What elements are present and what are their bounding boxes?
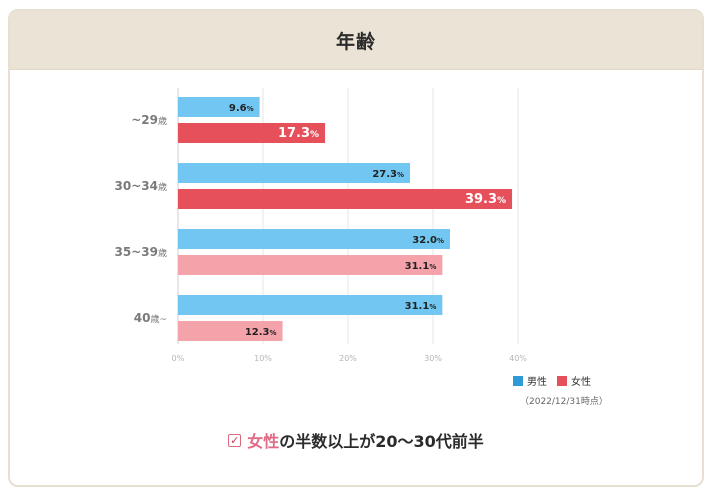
- age-card: 年齢: [8, 9, 704, 487]
- check-icon: ✓: [228, 433, 242, 447]
- bar-female: [178, 321, 283, 341]
- as-of-note: （2022/12/31時点）: [520, 397, 608, 407]
- bar-female: [178, 255, 443, 275]
- x-tick-label: 30%: [424, 354, 442, 363]
- summary-line: ✓ 女性 の半数以上が20〜30代前半: [0, 428, 712, 452]
- card-header: 年齢: [10, 11, 702, 70]
- bar-male: [178, 163, 411, 183]
- bar-male: [178, 97, 260, 117]
- x-tick-label: 20%: [339, 354, 357, 363]
- legend-item-male: 男性: [513, 373, 547, 388]
- summary-text: の半数以上が20〜30代前半: [279, 432, 484, 451]
- category-label: ~29歳: [131, 113, 167, 127]
- bar-value-label: 9.6%: [229, 103, 254, 114]
- chart-legend: 男性 女性: [513, 373, 601, 388]
- bar-value-label: 32.0%: [412, 235, 444, 246]
- legend-label-female: 女性: [571, 377, 591, 388]
- x-tick-label: 10%: [254, 354, 272, 363]
- legend-item-female: 女性: [557, 373, 591, 388]
- summary-highlight: 女性: [247, 432, 280, 451]
- card-title: 年齢: [335, 30, 376, 53]
- bar-female: [178, 123, 326, 143]
- bar-value-label: 39.3%: [465, 192, 506, 207]
- x-tick-label: 40%: [509, 354, 527, 363]
- bar-value-label: 27.3%: [372, 169, 404, 180]
- bar-female: [178, 189, 513, 209]
- bar-value-label: 17.3%: [278, 126, 319, 141]
- category-label: 30~34歳: [115, 179, 167, 193]
- category-label: 35~39歳: [115, 245, 167, 259]
- category-label: 40歳~: [134, 311, 167, 325]
- legend-label-male: 男性: [527, 377, 547, 388]
- bar-male: [178, 229, 450, 249]
- legend-swatch-male: [513, 375, 523, 386]
- x-tick-label: 0%: [172, 354, 185, 363]
- legend-swatch-female: [557, 375, 567, 386]
- bar-value-label: 31.1%: [405, 261, 437, 272]
- bar-value-label: 12.3%: [245, 327, 277, 338]
- bar-value-label: 31.1%: [405, 301, 437, 312]
- bar-male: [178, 295, 443, 315]
